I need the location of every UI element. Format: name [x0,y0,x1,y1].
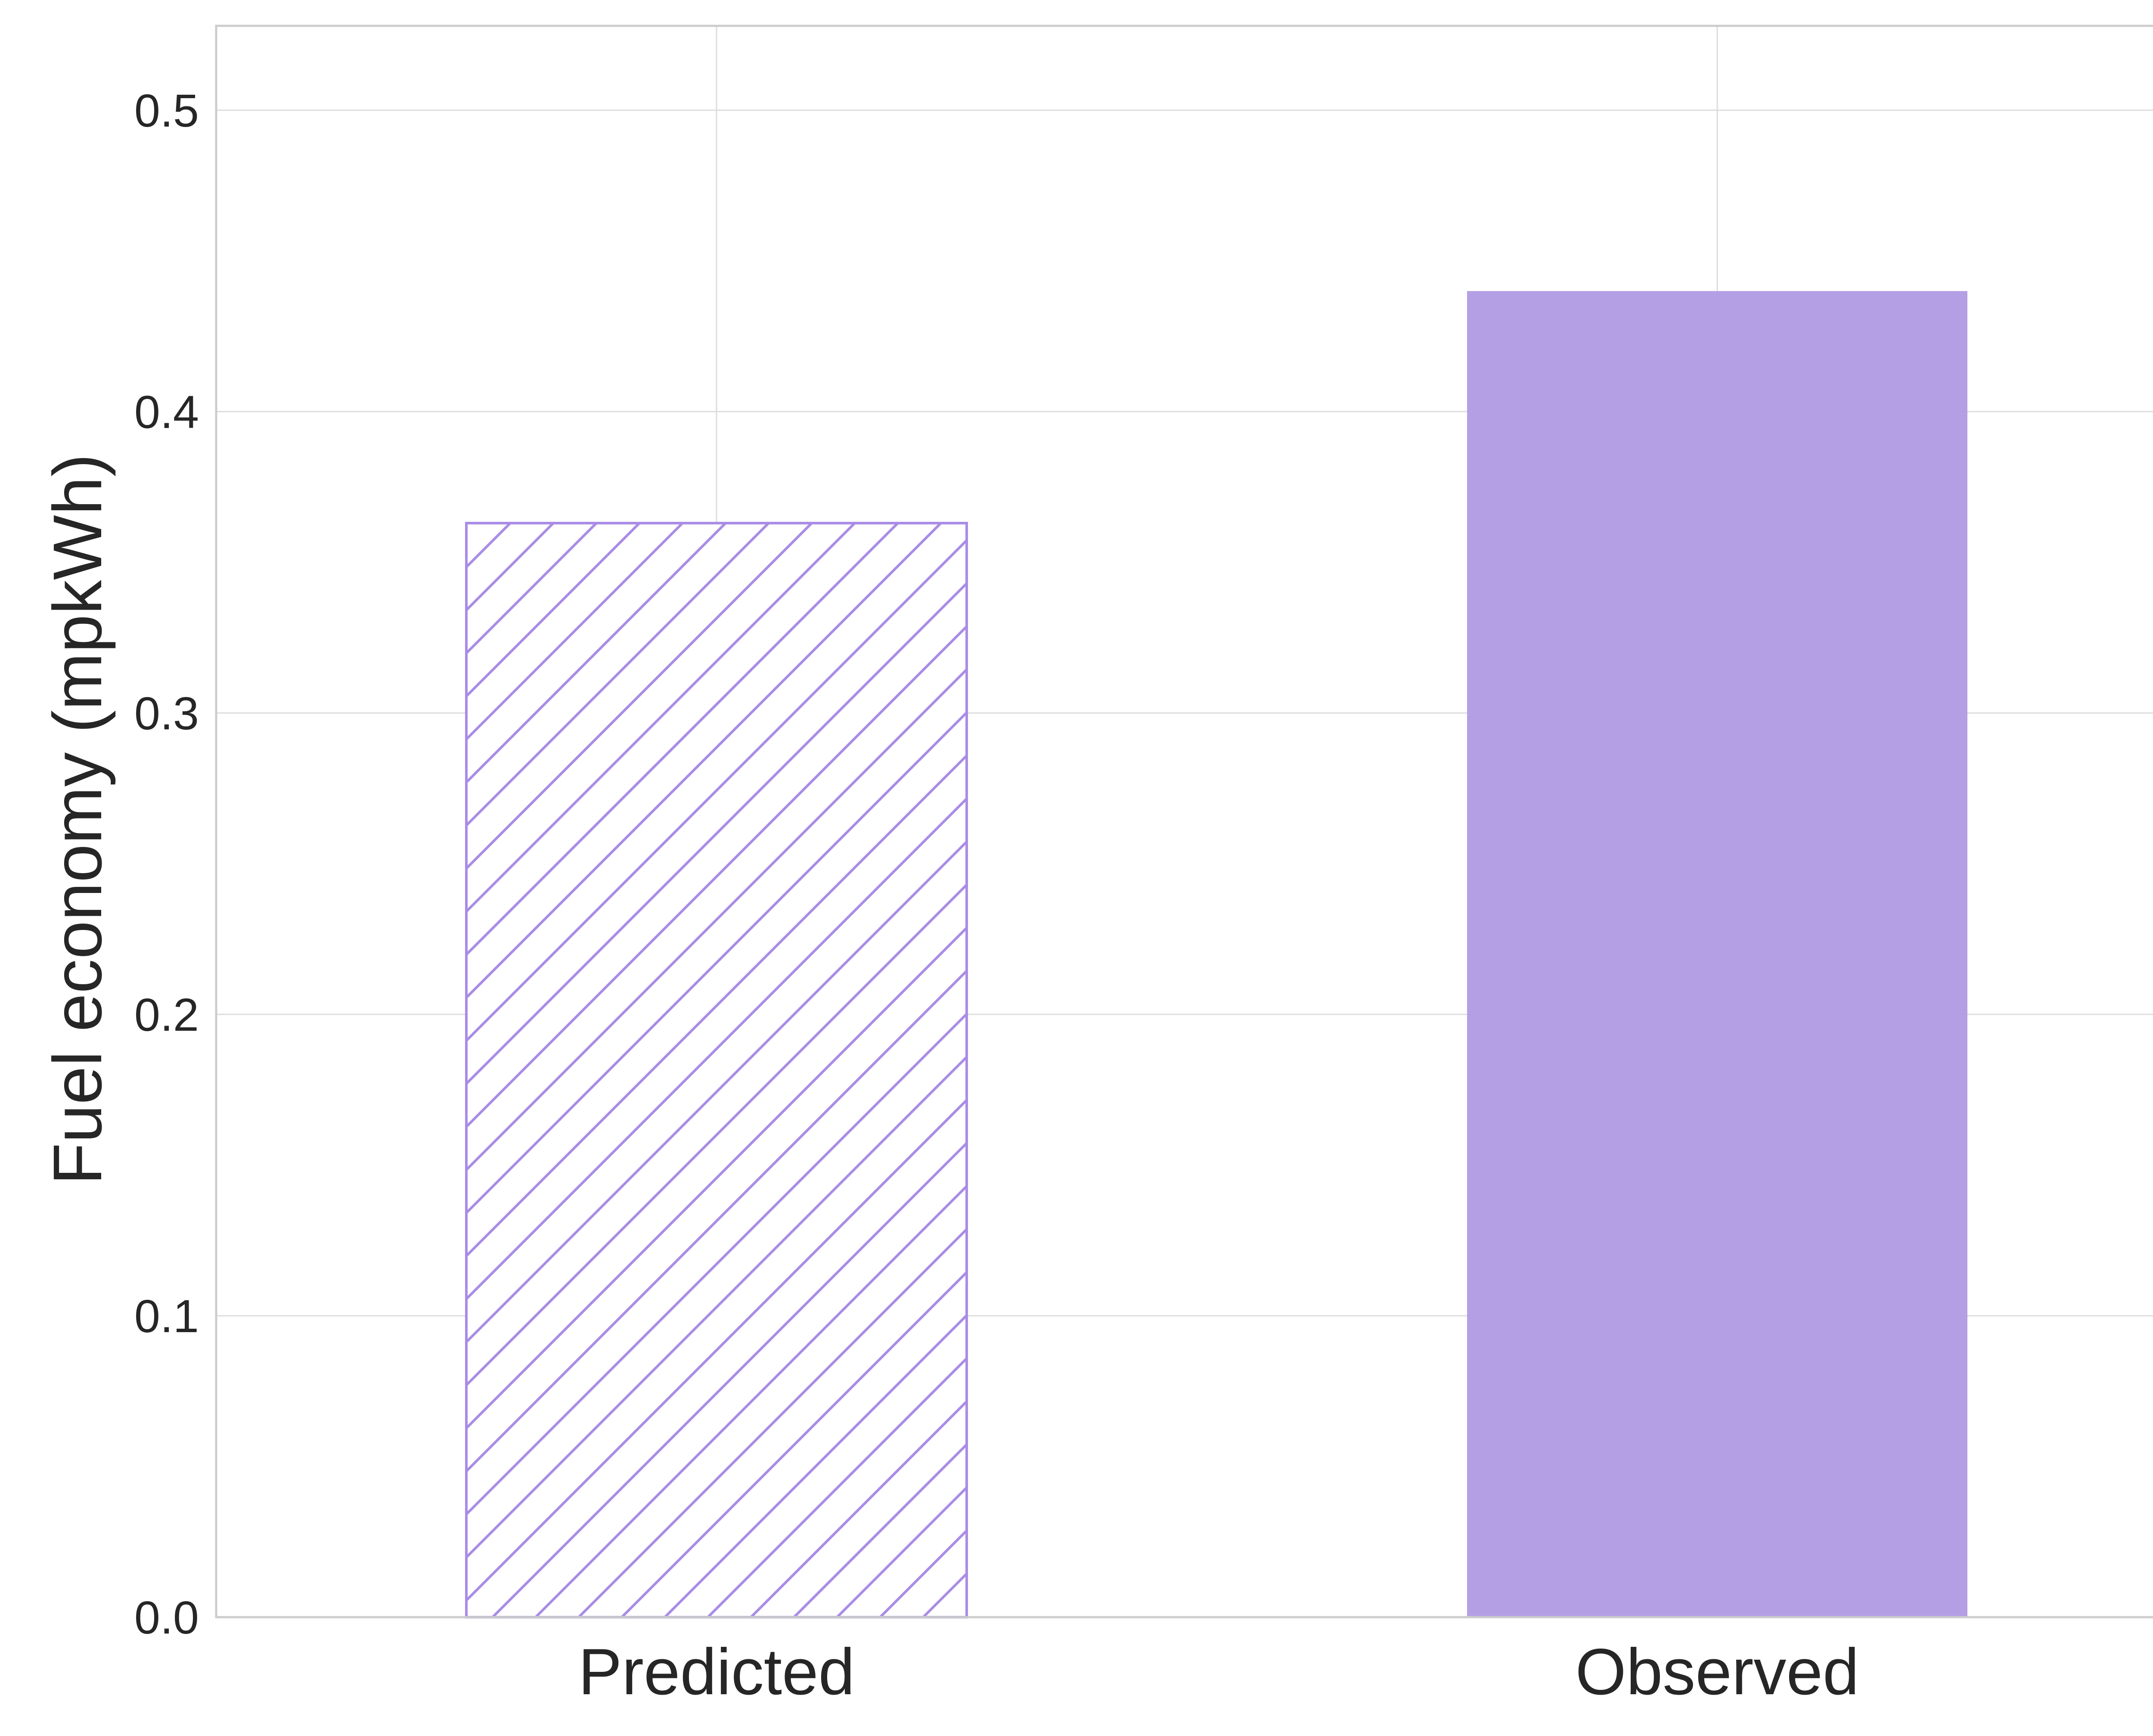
y-tick-label: 0.3 [134,687,199,739]
y-tick-label: 0.2 [134,989,199,1041]
axes: 0.0 0.1 0.2 0.3 0.4 0.5 Predicted Observed [134,25,2153,1708]
y-tick-label: 0.0 [134,1591,199,1643]
bars [465,291,1967,1618]
y-tick-label: 0.5 [134,84,199,136]
plot-frame [215,25,2153,1618]
bar-observed [1467,291,1967,1617]
y-axis-label: Fuel economy (mpkWh) [39,454,116,1185]
y-tick-label: 0.1 [134,1290,199,1342]
y-tick-label: 0.4 [134,386,199,438]
x-tick-label: Observed [1576,1635,1859,1708]
bar-predicted [465,522,968,1618]
x-tick-label: Predicted [578,1635,855,1708]
